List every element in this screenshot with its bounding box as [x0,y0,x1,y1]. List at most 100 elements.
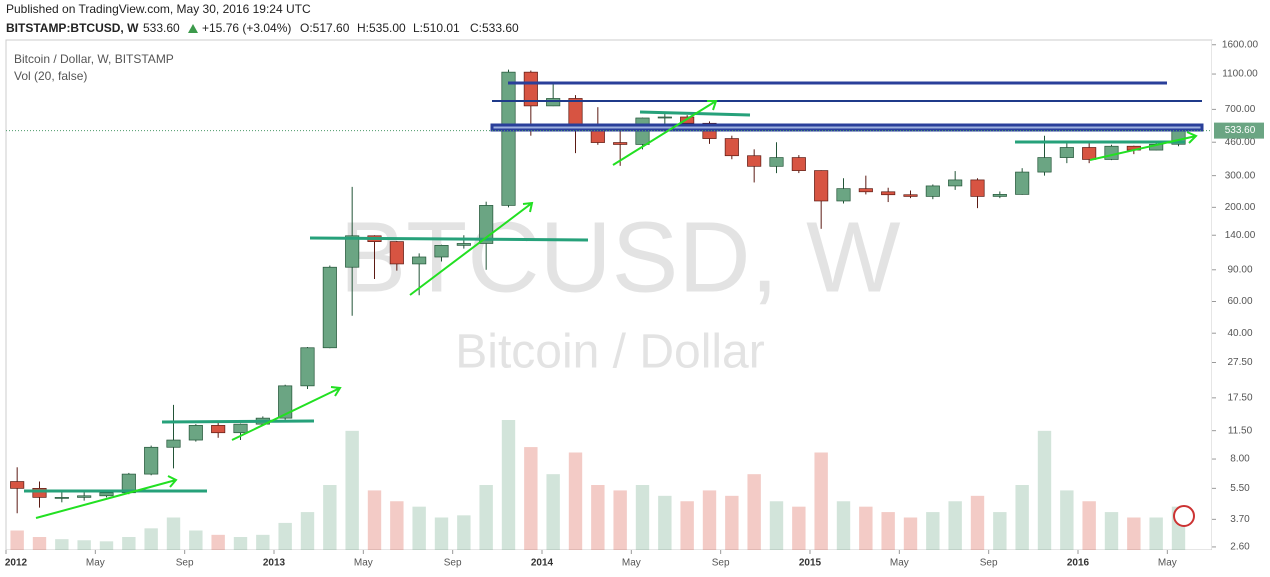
event-icon[interactable] [1173,505,1195,527]
candle-body [925,185,940,197]
x-tick-label: Sep [712,558,730,569]
change: +15.76 (+3.04%) [202,21,291,35]
volume-bar [792,506,806,550]
candle-body [412,256,427,265]
volume-bar [769,501,784,550]
volume-bar [390,501,404,550]
volume-bar [1060,490,1074,550]
candle-body [1059,147,1074,158]
candle-body [858,188,873,193]
y-tick-label: 1100.00 [1222,69,1258,80]
published: Published on TradingView.com, May 30, 20… [6,2,311,16]
volume-bar [32,537,47,550]
y-tick-label: 11.50 [1228,425,1253,436]
candle-body [10,481,25,489]
volume-bar [122,537,136,550]
volume-bar [814,452,828,550]
volume-bar [1149,517,1163,550]
trend-arrow [1089,131,1198,161]
candle-body [99,492,114,497]
candle-body [501,71,516,206]
volume-bar [747,474,761,550]
y-tick-label: 700.00 [1225,104,1256,115]
y-tick-label: 40.00 [1227,328,1252,339]
volume-bar [680,501,694,550]
candle-body [523,71,538,107]
volume-bar [948,501,962,550]
last-price-label: 533.60 [1225,125,1256,136]
axes: 1600.00 1100.00 700.00 460.00 300.00 200.00 14… [0,39,1270,577]
level-line [309,236,589,242]
y-tick-label: 17.50 [1227,392,1252,403]
x-tick-label: 2016 [1067,558,1090,569]
axis-bg [0,550,1270,577]
y-tick-label: 460.00 [1225,137,1256,148]
volume-bar [434,517,449,550]
volume-bar [1015,485,1029,550]
candle-body [278,385,293,419]
candle-body [300,347,315,387]
volume-bar [568,452,583,550]
candle-body [1015,171,1030,195]
volume-bar [1104,512,1119,550]
trend-arrow [231,386,342,441]
candle-body [1037,157,1052,173]
candle-body [970,179,985,197]
volume-bar [233,537,248,550]
arrows [35,100,1198,519]
watermark-sub: Bitcoin / Dollar [455,326,764,379]
volume-bar [278,522,292,550]
candle-body [456,243,471,246]
volume-bar [926,512,940,550]
volume-layer [10,420,1186,550]
watermark: BTCUSD, W [339,201,901,313]
volume-bar [345,430,359,550]
x-tick-label: May [1158,558,1177,569]
volume-bar [1037,430,1052,550]
trend-arrow [409,201,534,296]
candle-body [814,170,829,202]
drawings [24,81,1204,493]
volume-bar [635,485,650,550]
x-tick-label: 2014 [531,558,554,569]
volume-bar [99,541,114,550]
volume-bar [211,534,225,550]
axis-bg [1212,40,1270,550]
volume-bar [903,517,918,550]
volume-bar [859,506,873,550]
candle-body [747,155,762,167]
y-tick-label: 200.00 [1225,202,1256,213]
y-tick-label: 5.50 [1230,483,1250,494]
candle-body [836,188,851,202]
x-tick-label: May [354,558,373,569]
trend-arrow [35,475,178,519]
symbol: BITSTAMP:BTCUSD, W [6,21,139,35]
y-tick-label: 300.00 [1225,170,1256,181]
volume-bar [836,501,851,550]
candle-body [680,116,695,124]
volume-bar [524,447,538,550]
y-tick-label: 2.60 [1230,542,1250,553]
volume-bar [412,506,426,550]
candle-body [613,142,628,145]
candle-body [791,157,806,171]
volume-bar [1082,501,1096,550]
last-price-tag [1214,122,1264,139]
volume-bar [166,517,181,550]
volume-bar [55,539,69,550]
candle-body [233,423,248,434]
x-tick-label: May [622,558,641,569]
x-tick-label: 2015 [799,558,822,569]
volume-bar [1127,517,1141,550]
x-tick-label: Sep [176,558,194,569]
candle-body [77,495,92,498]
candle-body [657,116,672,119]
candle-body [769,157,784,167]
up-icon [188,24,198,33]
candle-body [1104,145,1119,160]
candle-body [345,235,360,268]
y-tick-label: 60.00 [1227,296,1252,307]
y-tick-label: 27.50 [1227,357,1252,368]
